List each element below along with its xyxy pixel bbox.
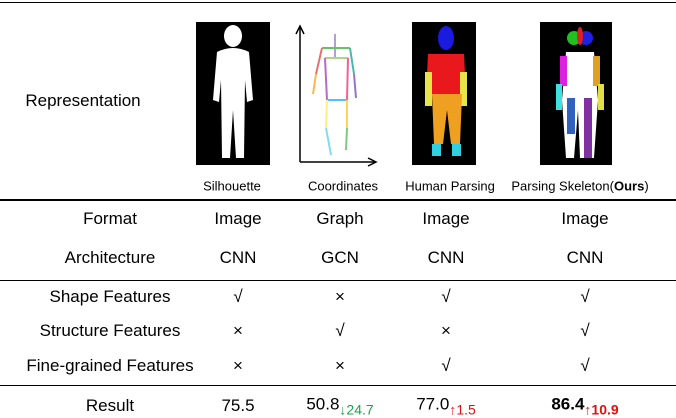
cell: Image bbox=[422, 209, 469, 229]
cell: × bbox=[233, 321, 243, 341]
row-label: Format bbox=[83, 209, 137, 229]
cell: CNN bbox=[428, 248, 465, 268]
cell: √ bbox=[580, 287, 589, 307]
result-delta: ↑1.5 bbox=[449, 402, 475, 418]
result-cell: 75.5 bbox=[221, 396, 254, 416]
cell: Image bbox=[561, 209, 608, 229]
cell: √ bbox=[441, 356, 450, 376]
row-label: Architecture bbox=[65, 248, 156, 268]
caption: Silhouette bbox=[203, 179, 261, 194]
caption-bold: Ours bbox=[614, 179, 644, 194]
cell: × bbox=[335, 356, 345, 376]
caption-text: ) bbox=[644, 179, 648, 194]
cell: √ bbox=[580, 321, 589, 341]
cell: CNN bbox=[220, 248, 257, 268]
result-value: 86.4 bbox=[551, 395, 584, 414]
rule bbox=[0, 385, 676, 386]
cell: Image bbox=[214, 209, 261, 229]
row-label: Shape Features bbox=[50, 287, 171, 307]
row-label: Representation bbox=[25, 91, 140, 111]
row-label: Result bbox=[86, 396, 134, 416]
result-value: 77.0 bbox=[416, 395, 449, 414]
cell: √ bbox=[233, 287, 242, 307]
result-cell: 86.4↑10.9 bbox=[551, 395, 618, 418]
row-label: Fine-grained Features bbox=[26, 356, 193, 376]
caption: Human Parsing bbox=[405, 179, 495, 194]
cell: GCN bbox=[321, 248, 359, 268]
figure-table: Representation Silhouette Coordinates Hu… bbox=[0, 0, 676, 418]
result-cell: 77.0↑1.5 bbox=[416, 395, 476, 418]
cell: Graph bbox=[316, 209, 363, 229]
result-value: 75.5 bbox=[221, 396, 254, 415]
cell: × bbox=[335, 287, 345, 307]
result-delta: ↑10.9 bbox=[584, 402, 618, 418]
cell: √ bbox=[335, 321, 344, 341]
rule bbox=[0, 280, 676, 281]
caption: Coordinates bbox=[308, 179, 378, 194]
caption-text: Parsing Skeleton( bbox=[511, 179, 614, 194]
cell: √ bbox=[580, 356, 589, 376]
result-value: 50.8 bbox=[306, 395, 339, 414]
cell: √ bbox=[441, 287, 450, 307]
cell: CNN bbox=[567, 248, 604, 268]
caption: Parsing Skeleton(Ours) bbox=[511, 179, 648, 194]
cell: × bbox=[233, 356, 243, 376]
result-delta: ↓24.7 bbox=[339, 402, 373, 418]
result-cell: 50.8↓24.7 bbox=[306, 395, 373, 418]
cell: × bbox=[441, 321, 451, 341]
row-label: Structure Features bbox=[40, 321, 181, 341]
